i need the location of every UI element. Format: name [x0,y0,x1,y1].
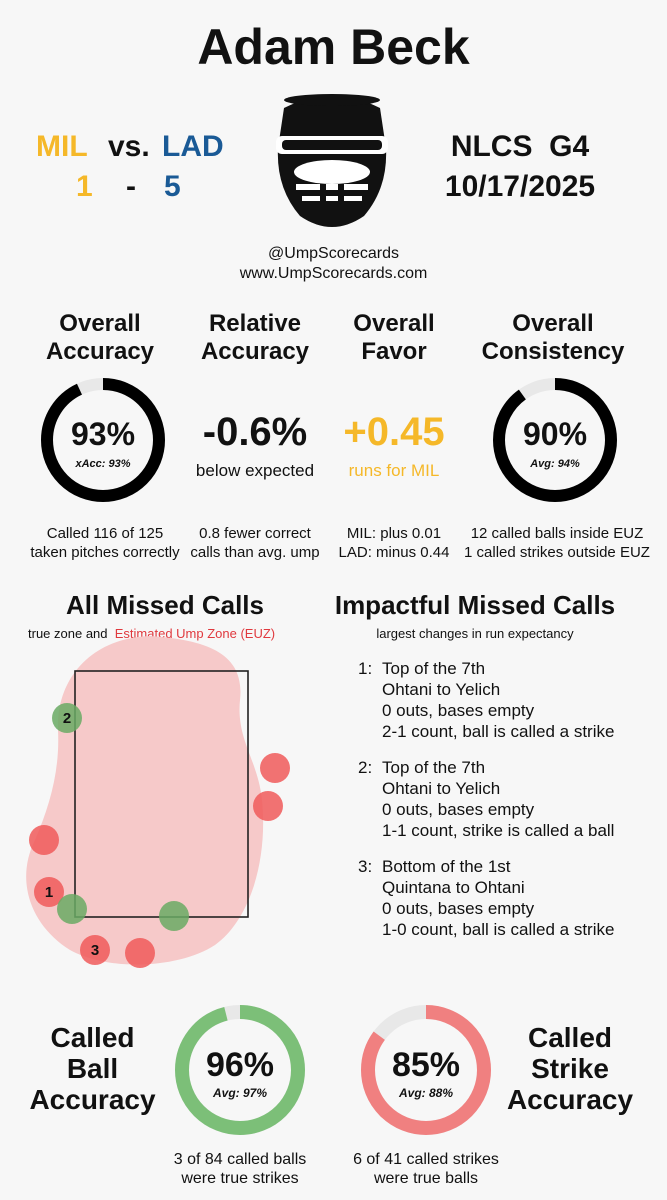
missed-call-point [125,938,155,968]
missed-calls-title: All Missed Calls [66,590,264,620]
item-matchup: Ohtani to Yelich [382,779,501,798]
called-ball-note: 3 of 84 called balls were true strikes [173,1151,307,1187]
missed-call-point: 3 [80,935,110,965]
item-call: 1-0 count, ball is called a strike [382,920,615,939]
missed-call-label: 3 [91,942,99,959]
item-number: 3: [358,857,373,876]
website-link: www.UmpScorecards.com [239,265,428,282]
donut-sub: Avg: 97% [212,1086,267,1100]
missed-call-label: 1 [45,884,53,901]
item-inning: Top of the 7th [382,659,486,678]
overall-accuracy-note: Called 116 of 125 taken pitches correctly [30,525,180,561]
donut-value: 96% [206,1046,274,1084]
missed-call-point [260,753,290,783]
missed-call-point [159,901,189,931]
item-inning: Top of the 7th [382,758,486,777]
item-situation: 0 outs, bases empty [382,800,535,819]
vs-label: vs. [108,130,150,163]
called-ball-title: Called Ball Accuracy [29,1022,156,1115]
relative-accuracy-value: -0.6% [202,410,308,454]
euz-region [26,636,264,965]
donut-arc [493,378,617,502]
overall-consistency-note: 12 called balls inside EUZ 1 called strik… [464,525,650,561]
relative-accuracy-sub: below expected [195,461,315,480]
missed-call-points: 2 1 3 [29,703,290,968]
home-team: LAD [162,130,224,163]
away-team: MIL [36,130,88,163]
item-call: 1-1 count, strike is called a ball [382,821,615,840]
called-strike-note: 6 of 41 called strikes were true balls [353,1151,499,1187]
impactful-item-1: 1: Top of the 7th Ohtani to Yelich 0 out… [358,658,658,742]
missed-strike-point [260,753,290,783]
overall-accuracy-title: Overall Accuracy [45,310,155,365]
impactful-item-3: 3: Bottom of the 1st Quintana to Ohtani … [358,856,658,940]
item-matchup: Quintana to Ohtani [382,878,525,897]
impactful-item-2: 2: Top of the 7th Ohtani to Yelich 0 out… [358,757,658,841]
umpire-mask-icon [276,94,388,227]
missed-ball-point [159,901,189,931]
donut-sub: Avg: 88% [398,1086,453,1100]
overall-consistency-title: Overall Consistency [481,310,625,365]
donut-arc [361,1005,491,1135]
donut-sub: xAcc: 93% [74,458,130,470]
missed-call-point: 2 [52,703,82,733]
item-inning: Bottom of the 1st [382,857,511,876]
missed-strike-point [125,938,155,968]
relative-accuracy-note: 0.8 fewer correct calls than avg. ump [190,525,320,561]
missed-call-point: 1 [34,877,64,907]
overall-favor-value: +0.45 [343,410,445,454]
overall-favor-title: Overall Favor [353,310,435,365]
item-matchup: Ohtani to Yelich [382,680,501,699]
missed-call-point [253,791,283,821]
overall-favor-sub: runs for MIL [348,461,440,480]
overall-accuracy-donut: 93% xAcc: 93% [41,378,165,502]
missed-call-point [29,825,59,855]
series-label: NLCS G4 [450,130,590,163]
item-situation: 0 outs, bases empty [382,899,535,918]
item-call: 2-1 count, ball is called a strike [382,722,615,741]
missed-ball-point [52,703,82,733]
missed-strike-point [34,877,64,907]
donut-value: 93% [71,416,135,452]
away-score: 1 [76,170,93,203]
donut-arc [41,378,165,502]
item-number: 2: [358,758,373,777]
donut-arc [175,1005,305,1135]
called-strike-title: Called Strike Accuracy [506,1022,634,1115]
overall-favor-note: MIL: plus 0.01 LAD: minus 0.44 [338,525,450,561]
donut-value: 85% [392,1046,460,1084]
called-ball-donut: 96% Avg: 97% [175,1005,305,1135]
score-dash: - [126,170,136,203]
missed-strike-point [29,825,59,855]
donut-value: 90% [523,416,587,452]
missed-calls-plot: 2 1 3 [26,636,290,968]
game-date: 10/17/2025 [444,170,596,203]
impactful-title: Impactful Missed Calls [334,590,616,620]
missed-ball-point [57,894,87,924]
missed-call-label: 2 [63,710,71,727]
page-title: Adam Beck [197,19,470,75]
impactful-subtitle: largest changes in run expectancy [376,626,574,641]
home-score: 5 [164,170,181,203]
missed-call-point [57,894,87,924]
social-handle: @UmpScorecards [268,245,399,262]
item-situation: 0 outs, bases empty [382,701,535,720]
missed-strike-point [80,935,110,965]
relative-accuracy-title: Relative Accuracy [200,310,310,365]
called-strike-donut: 85% Avg: 88% [361,1005,491,1135]
overall-consistency-donut: 90% Avg: 94% [493,378,617,502]
item-number: 1: [358,659,373,678]
missed-strike-point [253,791,283,821]
donut-sub: Avg: 94% [529,458,580,470]
